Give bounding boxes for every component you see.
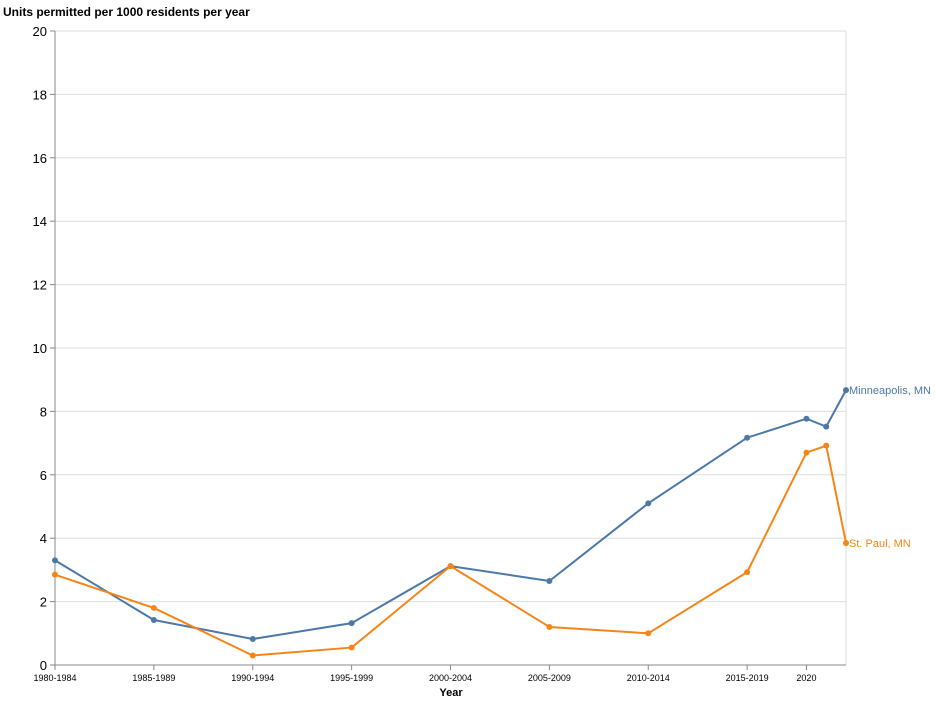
y-tick-label: 12: [33, 278, 47, 293]
data-point: [546, 623, 553, 630]
data-point: [645, 500, 652, 507]
grid-lines: [55, 30, 847, 666]
data-point: [843, 539, 849, 546]
y-tick-label: 20: [33, 24, 47, 39]
data-point: [52, 571, 58, 578]
data-point: [803, 415, 810, 422]
x-axis-title: Year: [439, 687, 463, 699]
y-tick-label: 8: [40, 404, 47, 419]
x-tick-label: 1980-1984: [33, 673, 76, 683]
data-point: [150, 604, 157, 611]
tick-labels: 0 2 4 6 8 10 12 14 16 18 20 1980-1984 1985-1989 1990-…: [33, 24, 817, 683]
data-point: [823, 442, 830, 449]
y-tick-label: 18: [33, 87, 47, 102]
y-tick-label: 4: [40, 531, 47, 546]
data-point: [348, 620, 355, 627]
data-point: [645, 630, 652, 637]
axes: [50, 30, 846, 670]
y-tick-label: 16: [33, 151, 47, 166]
data-point: [823, 423, 830, 430]
data-point: [447, 563, 454, 570]
y-tick-label: 0: [40, 658, 47, 673]
series-end-label: St. Paul, MN: [849, 538, 911, 550]
y-tick-label: 10: [33, 341, 47, 356]
x-tick-label: 2010-2014: [627, 673, 670, 683]
data-point: [546, 577, 553, 584]
x-tick-label: 1990-1994: [231, 673, 274, 683]
x-tick-label: 1985-1989: [132, 673, 175, 683]
x-tick-label: 2000-2004: [429, 673, 472, 683]
data-point: [744, 434, 751, 441]
data-point: [348, 644, 355, 651]
data-point: [803, 449, 810, 456]
data-point: [843, 387, 849, 394]
data-point: [150, 616, 157, 623]
x-tick-label: 2020: [796, 673, 816, 683]
series-lines: [52, 387, 849, 659]
y-tick-label: 6: [40, 468, 47, 483]
y-tick-label: 14: [33, 214, 47, 229]
data-point: [744, 569, 751, 576]
y-tick-label: 2: [40, 595, 47, 610]
series-labels: Minneapolis, MN St. Paul, MN: [849, 385, 931, 550]
data-point: [249, 652, 256, 659]
series-end-label: Minneapolis, MN: [849, 385, 931, 397]
data-point: [52, 557, 58, 564]
x-tick-label: 1995-1999: [330, 673, 373, 683]
x-tick-label: 2005-2009: [528, 673, 571, 683]
x-tick-label: 2015-2019: [726, 673, 769, 683]
y-axis-title: Units permitted per 1000 residents per y…: [3, 5, 250, 19]
data-point: [249, 636, 256, 643]
